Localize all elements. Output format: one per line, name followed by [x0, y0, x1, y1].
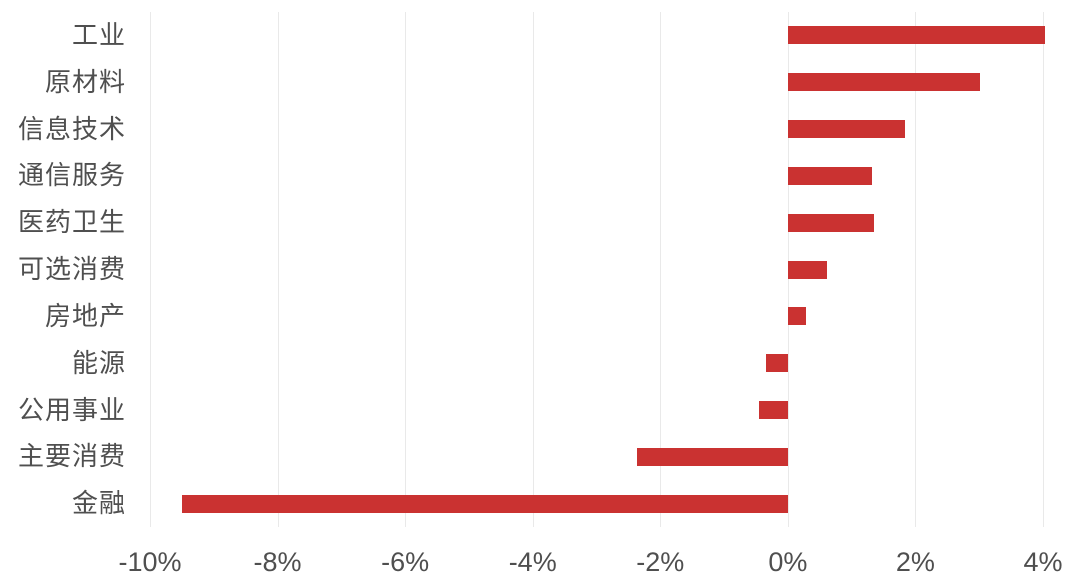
category-label: 医药卫生 — [17, 207, 126, 238]
bar-公用事业 — [759, 400, 788, 419]
category-label: 信息技术 — [17, 113, 126, 144]
bar-房地产 — [787, 307, 807, 326]
bar-可选消费 — [787, 260, 828, 279]
x-tick: -2% — [636, 547, 685, 577]
x-tick: -6% — [381, 547, 430, 577]
gridline — [915, 12, 917, 527]
category-label: 金融 — [71, 488, 126, 519]
category-label: 通信服务 — [17, 160, 126, 191]
category-label: 能源 — [71, 347, 126, 378]
gridline — [150, 12, 151, 527]
bar-金融 — [181, 494, 788, 513]
x-tick: 0% — [768, 547, 808, 577]
bar-信息技术 — [787, 120, 905, 139]
x-tick: 4% — [1023, 547, 1063, 577]
x-tick: -8% — [253, 547, 302, 577]
category-label: 原材料 — [44, 66, 126, 97]
gridline — [532, 12, 534, 527]
gridline — [660, 12, 662, 527]
category-label: 工业 — [71, 20, 126, 50]
bar-能源 — [765, 354, 788, 373]
gridline — [277, 12, 279, 527]
bar-原材料 — [787, 73, 981, 92]
x-tick: 2% — [895, 547, 935, 577]
category-label: 公用事业 — [17, 394, 126, 425]
bar-主要消费 — [637, 447, 788, 466]
x-tick: -10% — [118, 547, 182, 577]
bar-医药卫生 — [787, 213, 874, 232]
bar-通信服务 — [787, 166, 873, 185]
category-label: 可选消费 — [17, 254, 126, 285]
bar-工业 — [787, 26, 1045, 45]
gridline — [405, 12, 407, 527]
x-tick: -4% — [508, 547, 557, 577]
gridline — [1043, 12, 1044, 527]
category-label: 主要消费 — [17, 441, 126, 472]
category-label: 房地产 — [44, 300, 126, 331]
